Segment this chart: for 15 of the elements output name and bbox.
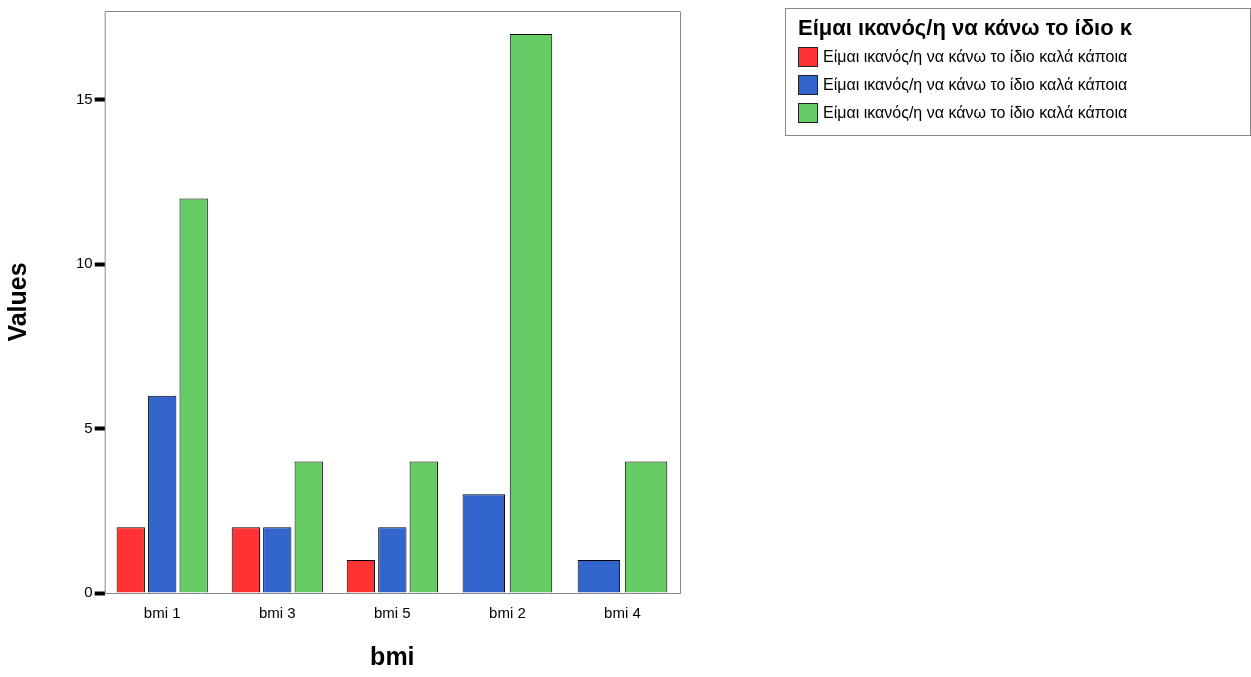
legend-label: Είμαι ικανός/η να κάνω το ίδιο καλά κάποια <box>823 104 1128 122</box>
x-tick-label: bmi 3 <box>258 604 296 622</box>
y-tick-label: 10 <box>76 254 93 272</box>
y-tick-label: 15 <box>76 89 93 107</box>
x-tick-label: bmi 4 <box>604 604 641 622</box>
legend-label: Είμαι ικανός/η να κάνω το ίδιο καλά κάποια <box>823 48 1128 66</box>
x-tick-label: bmi 5 <box>374 604 411 622</box>
legend-title: Είμαι ικανός/η να κάνω το ίδιο κ <box>798 15 1133 41</box>
y-tick-label: 5 <box>84 418 93 436</box>
y-tick-label: 0 <box>84 583 93 601</box>
y-axis-title: Values <box>2 262 31 342</box>
x-axis-title: bmi <box>370 641 415 670</box>
x-tick-label: bmi 2 <box>489 604 526 622</box>
legend-label: Είμαι ικανός/η να κάνω το ίδιο καλά κάποια <box>823 76 1128 94</box>
x-tick-label: bmi 1 <box>143 604 181 622</box>
